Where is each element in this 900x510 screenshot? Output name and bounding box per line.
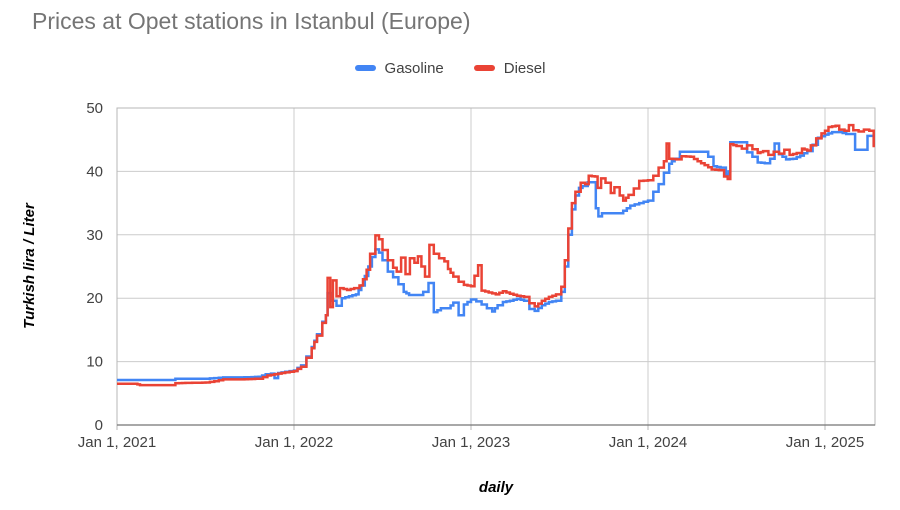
- legend-label: Gasoline: [384, 59, 444, 77]
- legend-item-gasoline[interactable]: Gasoline: [354, 59, 444, 77]
- x-axis-tick-label: Jan 1, 2021: [78, 434, 156, 451]
- y-axis-title: Turkish lira / Liter: [21, 203, 38, 329]
- legend-item-diesel[interactable]: Diesel: [473, 59, 546, 77]
- y-axis-tick-label: 0: [95, 417, 103, 434]
- y-axis-tick-label: 30: [86, 227, 103, 244]
- chart-title: Prices at Opet stations in Istanbul (Eur…: [32, 8, 471, 34]
- x-axis-tick-label: Jan 1, 2025: [786, 434, 864, 451]
- gasoline-legend-swatch-icon: [354, 65, 376, 71]
- gasoline-series-line[interactable]: [117, 130, 875, 382]
- chart-legend: Gasoline Diesel: [0, 57, 900, 79]
- y-axis-tick-label: 10: [86, 354, 103, 371]
- diesel-legend-swatch-icon: [473, 65, 495, 71]
- y-axis-tick-label: 50: [86, 100, 103, 117]
- y-axis-tick-label: 20: [86, 290, 103, 307]
- x-axis-title: daily: [478, 479, 514, 496]
- legend-label: Diesel: [503, 59, 546, 77]
- x-axis-tick-label: Jan 1, 2022: [255, 434, 333, 451]
- diesel-series-line[interactable]: [117, 123, 875, 387]
- y-axis-tick-label: 40: [86, 163, 103, 180]
- x-axis-tick-label: Jan 1, 2024: [609, 434, 687, 451]
- x-axis-tick-label: Jan 1, 2023: [432, 434, 510, 451]
